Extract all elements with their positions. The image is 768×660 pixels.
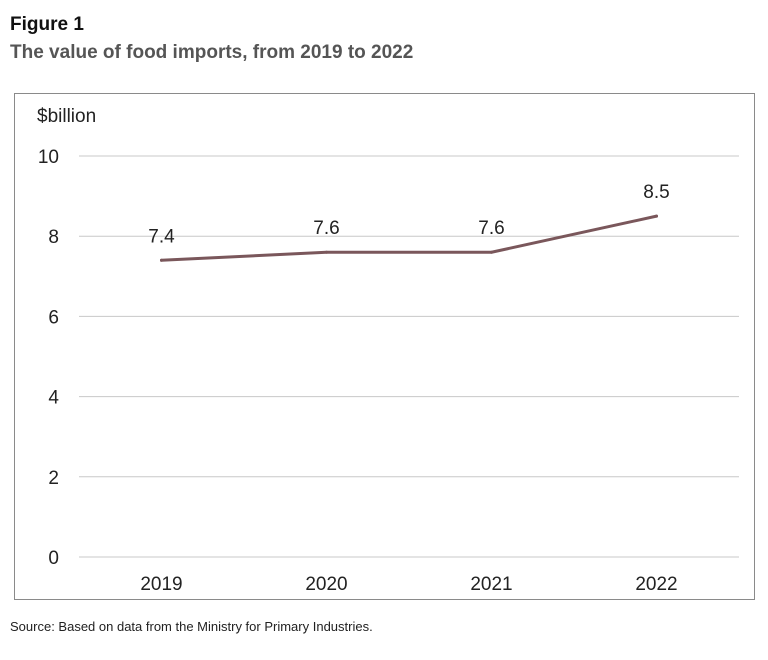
data-point (325, 250, 328, 254)
data-labels: 7.4 7.6 7.6 8.5 (148, 182, 669, 247)
data-label: 7.6 (313, 218, 339, 239)
y-tick-label: 6 (48, 307, 59, 328)
series-line-layer (160, 214, 658, 262)
figure-title: The value of food imports, from 2019 to … (10, 42, 414, 63)
figure-label: Figure 1 (10, 14, 84, 35)
y-axis-title: $billion (37, 106, 96, 127)
x-tick-label: 2019 (140, 574, 182, 595)
source-note: Source: Based on data from the Ministry … (10, 619, 373, 634)
data-point (655, 214, 658, 218)
y-tick-label: 10 (38, 147, 59, 168)
y-tick-label: 0 (48, 548, 59, 569)
y-axis-ticks: 0 2 4 6 8 10 (38, 147, 60, 569)
chart-frame: $billion 0 2 4 6 8 10 2019 2020 2021 2022 7.4 7.6… (14, 93, 755, 600)
line-chart: $billion 0 2 4 6 8 10 2019 2020 2021 2022 7.4 7.6… (37, 106, 739, 595)
x-axis-ticks: 2019 2020 2021 2022 (140, 574, 677, 595)
x-tick-label: 2020 (305, 574, 347, 595)
data-point (160, 258, 163, 262)
series-line (160, 214, 658, 262)
x-tick-label: 2022 (635, 574, 677, 595)
x-tick-label: 2021 (470, 574, 512, 595)
y-tick-label: 2 (48, 468, 59, 489)
data-label: 7.4 (148, 226, 175, 247)
gridlines (79, 155, 739, 558)
data-label: 7.6 (478, 218, 504, 239)
data-point (490, 250, 493, 254)
y-tick-label: 4 (48, 388, 59, 409)
y-tick-label: 8 (48, 227, 59, 248)
data-label: 8.5 (643, 182, 669, 203)
